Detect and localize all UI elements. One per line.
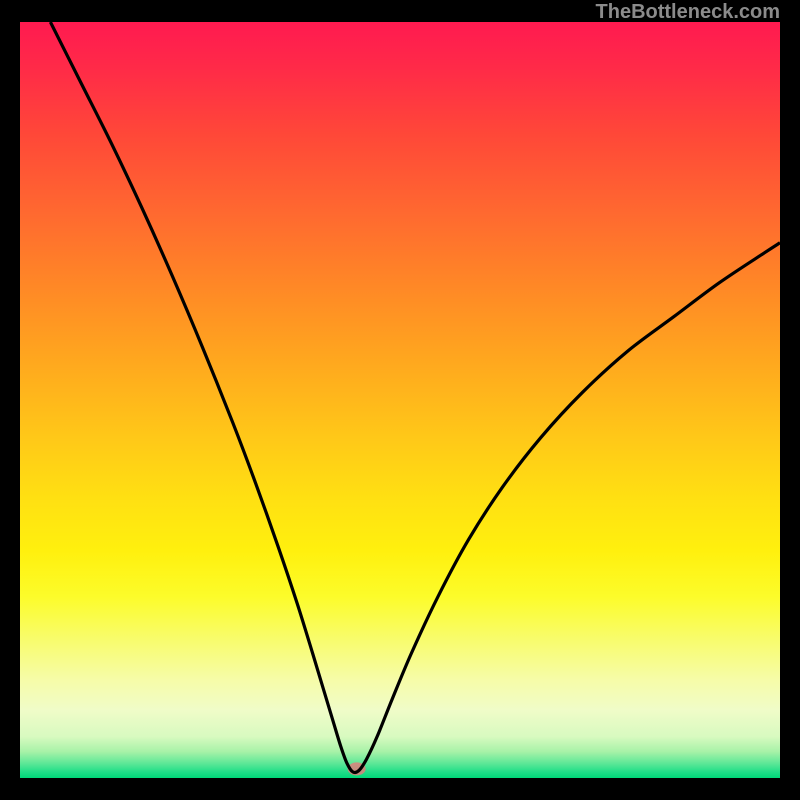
bottleneck-curve bbox=[50, 22, 780, 773]
watermark-text: TheBottleneck.com bbox=[596, 1, 780, 24]
chart-container: TheBottleneck.com bbox=[0, 0, 800, 800]
plot-svg bbox=[20, 22, 780, 778]
plot-area bbox=[20, 22, 780, 778]
